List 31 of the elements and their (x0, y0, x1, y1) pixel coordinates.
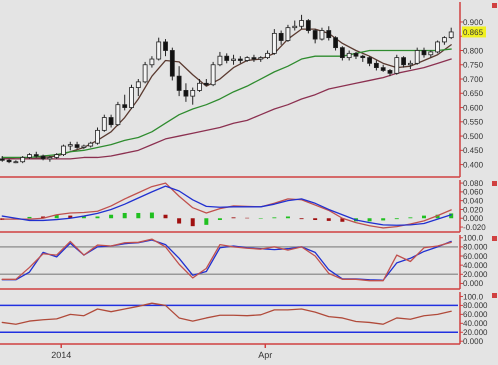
y-tick-label: 40.000 (463, 319, 488, 328)
y-tick-label: -0.020 (463, 222, 486, 232)
y-tick-label: 0.020 (463, 205, 484, 214)
y-tick-label: 0.750 (463, 60, 484, 70)
y-tick-label: 0.000 (463, 337, 484, 346)
y-tick-label: 20.000 (463, 270, 488, 280)
y-tick-label: 60.000 (463, 310, 488, 320)
y-tick-label: 0.650 (463, 89, 484, 98)
y-tick-label: 80.000 (463, 301, 488, 310)
y-tick-label: 20.000 (463, 328, 488, 338)
y-tick-label: 40.000 (463, 260, 488, 270)
y-tick-label: 0.000 (463, 279, 484, 288)
y-tick-label: 0.080 (463, 178, 484, 188)
y-tick-label: 0.550 (463, 118, 484, 127)
y-tick-label: 0.900 (463, 18, 484, 27)
y-tick-label: 0.800 (463, 46, 484, 56)
y-tick-label: 100.0 (463, 234, 484, 243)
y-tick-label: 0.040 (463, 196, 484, 206)
y-tick-label: 60.000 (463, 252, 488, 261)
y-tick-label: 0.400 (463, 160, 484, 170)
x-tick-label: 2014 (51, 350, 72, 360)
text: 0.865 (463, 28, 484, 37)
y-tick-label: 0.450 (463, 146, 484, 156)
y-tick-label: 100.0 (463, 292, 484, 302)
y-tick-label: 0.700 (463, 74, 484, 84)
y-tick-label: 0.060 (463, 188, 484, 197)
x-tick-label: Apr (258, 350, 272, 360)
y-tick-label: 80.000 (463, 242, 488, 252)
y-tick-label: 0.000 (463, 214, 484, 224)
y-tick-label: 0.600 (463, 103, 484, 112)
y-tick-label: 0.500 (463, 132, 484, 141)
